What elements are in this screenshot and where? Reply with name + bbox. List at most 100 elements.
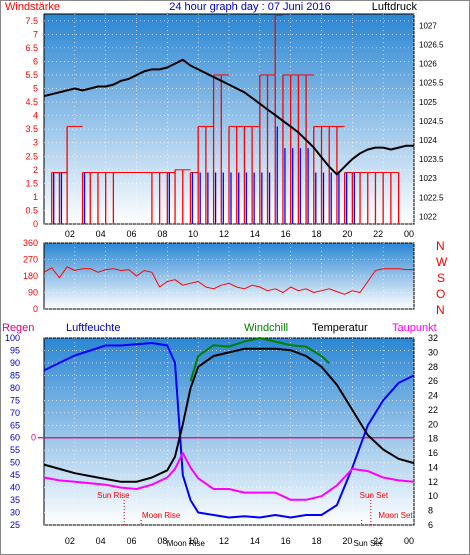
- humidity-y-tick: 90: [10, 358, 20, 368]
- temp-x-tick: 04: [96, 536, 106, 546]
- temp-y-tick: 18: [428, 434, 438, 444]
- wind-y-tick: 6: [33, 56, 38, 66]
- wind-x-tick: 00: [404, 229, 414, 239]
- temp-x-tick: 14: [250, 536, 260, 546]
- wind-x-tick: 10: [188, 229, 198, 239]
- temp-x-tick: 16: [281, 536, 291, 546]
- wind-y-tick: 5.5: [25, 70, 38, 80]
- wind-axis-title: Windstärke: [5, 1, 60, 13]
- dir-label-n-bottom: N: [436, 303, 445, 317]
- pressure-axis-title: Luftdruck: [372, 1, 418, 13]
- wind-y-tick: 7: [33, 29, 38, 39]
- pressure-y-tick: 1026: [419, 60, 437, 69]
- pressure-y-tick: 1022.5: [419, 193, 444, 202]
- temp-y-tick: 26: [428, 376, 438, 386]
- temp-y-tick: 28: [428, 362, 438, 372]
- dewpoint-title: Taupunkt: [392, 322, 437, 334]
- wind-x-tick: 14: [250, 229, 260, 239]
- dir-label-s: S: [437, 271, 445, 285]
- pressure-y-tick: 1024.5: [419, 117, 444, 126]
- astro-annotation: Moon Set: [378, 511, 413, 520]
- direction-line: [43, 266, 414, 295]
- wind-y-tick: 4: [33, 111, 38, 121]
- temp-y-tick: 10: [428, 491, 438, 501]
- temp-y-tick: 22: [428, 405, 438, 415]
- temperature-title: Temperatur: [312, 322, 368, 334]
- wind-y-tick: 1: [33, 192, 38, 202]
- astro-annotation: Sun Set: [354, 539, 383, 548]
- pressure-y-tick: 1026.5: [419, 41, 444, 50]
- wind-x-tick: 20: [342, 229, 352, 239]
- astro-annotation: Sun Set: [360, 491, 389, 500]
- wind-y-tick: 3: [33, 138, 38, 148]
- humidity-y-tick: 30: [10, 508, 20, 518]
- humidity-y-tick: 45: [10, 470, 20, 480]
- wind-x-tick: 18: [311, 229, 321, 239]
- humidity-title: Luftfeuchte: [66, 322, 120, 334]
- temp-x-tick: 06: [126, 536, 136, 546]
- dir-y-tick: 360: [23, 238, 38, 248]
- pressure-y-tick: 1027: [419, 21, 437, 30]
- wind-x-tick: 22: [373, 229, 383, 239]
- wind-y-tick: 3.5: [25, 124, 38, 134]
- pressure-y-tick: 1024: [419, 136, 437, 145]
- temp-y-tick: 12: [428, 477, 438, 487]
- humidity-y-tick: 80: [10, 383, 20, 393]
- dir-label-n-top: N: [436, 239, 445, 253]
- wind-x-tick: 08: [157, 229, 167, 239]
- wind-y-tick: 5: [33, 84, 38, 94]
- humidity-y-tick: 55: [10, 445, 20, 455]
- temp-x-tick: 02: [65, 536, 75, 546]
- temp-x-tick: 10: [188, 536, 198, 546]
- wind-x-tick: 04: [96, 229, 106, 239]
- wind-y-tick: 4.5: [25, 97, 38, 107]
- astro-annotation: Moon Rise: [167, 539, 206, 548]
- wind-y-tick: 1.5: [25, 178, 38, 188]
- humidity-y-tick: 75: [10, 395, 20, 405]
- humidity-y-tick: 85: [10, 370, 20, 380]
- rain-axis-label: 0: [31, 433, 36, 443]
- temp-y-tick: 24: [428, 391, 438, 401]
- temp-x-tick: 20: [342, 536, 352, 546]
- temp-x-tick: 08: [157, 536, 167, 546]
- dir-y-tick: 180: [23, 271, 38, 281]
- wind-x-tick: 16: [281, 229, 291, 239]
- rain-title: Regen: [2, 322, 34, 334]
- pressure-y-tick: 1023: [419, 174, 437, 183]
- temp-y-tick: 14: [428, 462, 438, 472]
- humidity-y-tick: 25: [10, 520, 20, 530]
- wind-x-tick: 06: [126, 229, 136, 239]
- windchill-title: Windchill: [244, 322, 288, 334]
- temp-y-tick: 16: [428, 448, 438, 458]
- humidity-y-tick: 40: [10, 483, 20, 493]
- wind-y-tick: 0: [33, 219, 38, 229]
- temperature-line: [43, 347, 415, 483]
- dir-label-w: W: [436, 255, 448, 269]
- temp-y-tick: 8: [428, 506, 433, 516]
- pressure-y-tick: 1025: [419, 98, 437, 107]
- temp-y-tick: 32: [428, 333, 438, 343]
- temp-y-tick: 30: [428, 347, 438, 357]
- temp-y-tick: 20: [428, 419, 438, 429]
- wind-y-tick: 6.5: [25, 43, 38, 53]
- temp-x-tick: 18: [311, 536, 321, 546]
- wind-x-tick: 02: [65, 229, 75, 239]
- temp-x-tick: 22: [373, 536, 383, 546]
- dir-y-tick: 270: [23, 255, 38, 265]
- humidity-line: [43, 342, 415, 519]
- dir-y-tick: 90: [28, 288, 38, 298]
- astro-annotation: Moon Rise: [142, 511, 181, 520]
- humidity-y-tick: 95: [10, 345, 20, 355]
- wind-y-tick: 2: [33, 165, 38, 175]
- humidity-y-tick: 60: [10, 433, 20, 443]
- astro-annotation: Sun Rise: [97, 491, 130, 500]
- pressure-y-tick: 1023.5: [419, 155, 444, 164]
- chart-title: 24 hour graph day : 07 Juni 2016: [169, 1, 330, 13]
- wind-y-tick: 2.5: [25, 151, 38, 161]
- humidity-y-tick: 35: [10, 495, 20, 505]
- windchill-line: [189, 337, 330, 382]
- temp-x-tick: 12: [219, 536, 229, 546]
- pressure-y-tick: 1022: [419, 212, 437, 221]
